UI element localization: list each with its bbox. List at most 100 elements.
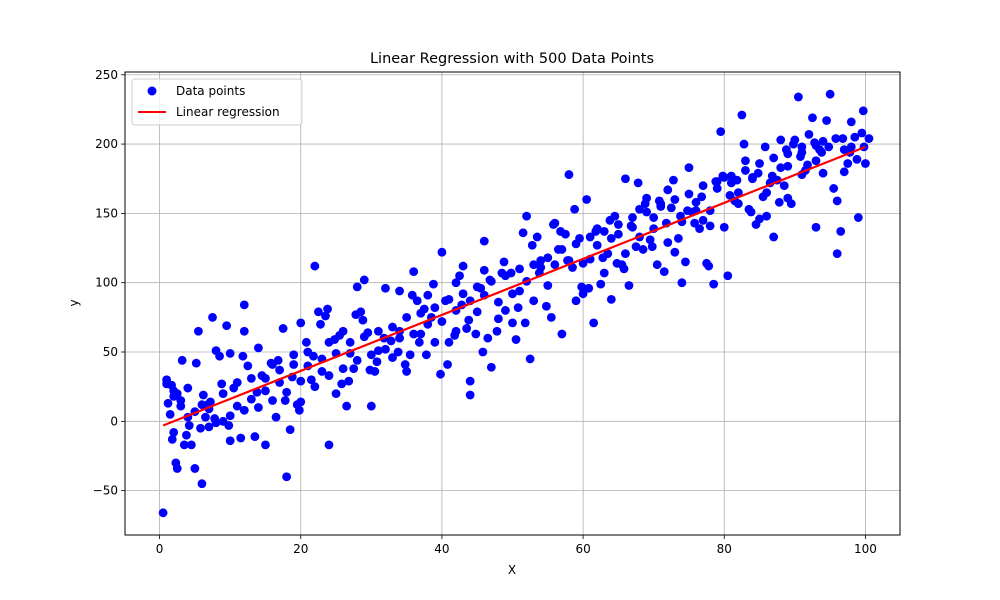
data-point xyxy=(796,152,805,161)
y-tick-label: 150 xyxy=(95,206,118,220)
data-point xyxy=(386,336,396,346)
data-point xyxy=(843,159,853,168)
data-point xyxy=(571,296,581,306)
data-point xyxy=(831,134,841,143)
data-point xyxy=(769,232,779,242)
data-point xyxy=(321,311,330,321)
data-point xyxy=(337,379,347,389)
data-point xyxy=(649,213,659,222)
data-point xyxy=(309,351,318,361)
data-point xyxy=(338,326,348,336)
data-point xyxy=(621,174,630,184)
data-point xyxy=(659,267,669,277)
data-point xyxy=(462,324,472,333)
data-point xyxy=(450,330,460,340)
data-point xyxy=(522,211,532,221)
data-point xyxy=(786,199,796,209)
data-point xyxy=(818,136,828,146)
data-point xyxy=(282,387,292,397)
data-point xyxy=(698,215,708,225)
data-point xyxy=(402,312,412,322)
data-point xyxy=(436,369,445,379)
points-layer xyxy=(158,89,874,518)
data-point xyxy=(345,337,355,347)
data-point xyxy=(613,220,623,229)
data-point xyxy=(556,227,565,236)
data-point xyxy=(584,283,594,293)
data-point xyxy=(429,279,438,289)
data-point xyxy=(508,289,517,299)
data-point xyxy=(515,264,524,274)
data-point xyxy=(310,382,320,392)
data-point xyxy=(596,279,606,289)
data-point xyxy=(673,233,683,243)
data-point xyxy=(677,278,687,288)
data-point xyxy=(670,247,680,257)
data-point xyxy=(543,253,553,263)
data-point xyxy=(179,440,189,450)
data-point xyxy=(261,386,270,396)
data-point xyxy=(493,314,503,324)
data-point xyxy=(271,412,281,422)
data-point xyxy=(746,207,756,217)
data-point xyxy=(373,326,383,336)
x-tick-label: 60 xyxy=(575,542,590,556)
data-point xyxy=(324,440,334,450)
data-point xyxy=(591,227,601,236)
data-point xyxy=(578,258,588,268)
data-point xyxy=(861,159,870,168)
data-point xyxy=(366,401,376,411)
data-point xyxy=(838,134,848,143)
data-point xyxy=(829,184,839,193)
data-point xyxy=(698,181,708,191)
data-point xyxy=(762,211,771,221)
data-point xyxy=(388,353,397,362)
data-point xyxy=(635,204,644,214)
data-point xyxy=(317,367,327,376)
data-point xyxy=(613,229,623,239)
data-point xyxy=(541,301,551,311)
data-point xyxy=(388,322,397,332)
data-point xyxy=(338,364,348,374)
data-point xyxy=(631,242,641,252)
data-point xyxy=(225,349,235,358)
data-point xyxy=(393,347,403,357)
data-point xyxy=(196,423,205,433)
data-point xyxy=(783,161,793,171)
data-point xyxy=(465,376,475,386)
data-point xyxy=(501,306,510,315)
data-point xyxy=(395,286,404,296)
data-point xyxy=(268,396,277,405)
data-point xyxy=(405,350,415,360)
data-point xyxy=(536,256,546,265)
data-point xyxy=(464,315,474,325)
data-point xyxy=(183,383,193,393)
data-point xyxy=(310,261,320,271)
data-point xyxy=(224,421,234,430)
data-point xyxy=(458,289,468,299)
data-point xyxy=(254,343,263,353)
y-axis-label: y xyxy=(67,299,81,306)
data-point xyxy=(402,367,412,376)
data-point xyxy=(176,396,186,405)
data-point xyxy=(818,168,828,178)
data-point xyxy=(365,365,375,375)
data-point xyxy=(767,171,777,181)
data-point xyxy=(518,228,528,238)
data-point xyxy=(421,350,431,360)
data-point xyxy=(266,358,276,368)
legend-box xyxy=(131,78,303,126)
data-point xyxy=(515,286,524,296)
data-point xyxy=(525,354,535,364)
data-point xyxy=(811,156,821,166)
data-point xyxy=(858,106,868,116)
data-point xyxy=(642,207,652,217)
data-point xyxy=(182,430,191,440)
data-point xyxy=(808,113,817,123)
data-point xyxy=(598,253,608,263)
data-point xyxy=(400,360,410,369)
data-point xyxy=(670,195,680,204)
data-point xyxy=(599,268,609,278)
